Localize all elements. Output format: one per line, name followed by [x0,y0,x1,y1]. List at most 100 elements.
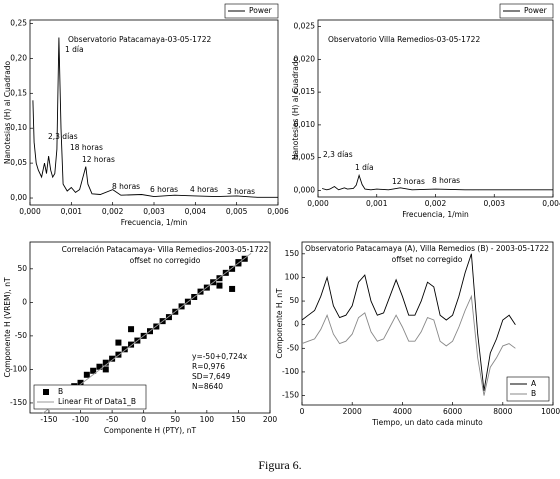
y-axis-label: Componente H (VREM), nT [3,277,12,377]
series-line [301,253,516,391]
x-tick-label: -100 [72,415,89,424]
chart-title: Observatorio Villa Remedios-03-05-1722 [328,35,480,44]
x-tick-label: 0,002 [102,207,124,216]
y-tick-label: 0,020 [294,54,316,63]
annotation: 3 horas [227,187,255,196]
x-tick-label: 200 [263,415,278,424]
plot-frame [301,241,554,406]
x-tick-label: 0,001 [366,199,388,208]
x-tick-label: 0,003 [484,199,506,208]
scatter-point [115,351,122,358]
y-tick-label: 0,010 [294,120,316,129]
y-tick-label: 0,15 [10,88,27,97]
y-tick-label: 50 [289,296,299,305]
scatter-point [235,259,242,266]
x-tick-label: 0,002 [425,199,447,208]
annotation: 1 día [355,163,374,172]
legend-label: Power [249,6,273,15]
annotation: 18 horas [70,143,103,152]
x-tick-label: 0,005 [226,207,248,216]
x-tick-label: 0,004 [542,199,560,208]
x-tick-label: 6000 [443,407,462,416]
legend-label: Power [524,6,548,15]
y-axis-label: Componente H, nT [275,288,284,359]
scatter-point [77,379,84,386]
y-tick-label: 0,25 [10,18,27,27]
annotation: N=8640 [192,382,223,391]
annotation: y=-50+0,724x [192,352,248,361]
y-tick-label: -100 [282,367,299,376]
legend-label: A [531,379,537,388]
legend-label: B [58,387,63,396]
x-tick-label: 0,000 [19,207,41,216]
series-line [321,173,553,191]
y-tick-label: 0,10 [10,123,27,132]
chart-subtitle: offset no corregido [130,256,201,265]
x-tick-label: 8000 [493,407,512,416]
series-line [32,37,278,198]
series-line [301,294,516,396]
scatter-point [229,285,236,292]
x-axis-label: Componente H (PTY), nT [104,426,197,435]
annotation: R=0,976 [192,362,225,371]
scatter-point [165,314,172,321]
y-axis-label: Nanotesias (H) al Cuadrado [3,60,12,164]
scatter-point [109,355,116,362]
y-tick-label: 50 [17,264,27,273]
annotation: 8 horas [112,182,140,191]
y-tick-label: 0,025 [294,22,316,31]
legend-marker [43,389,49,395]
annotation: 2,3 días [323,150,353,159]
scatter-point [96,363,103,370]
annotation: 8 horas [432,176,460,185]
x-tick-label: 0,001 [61,207,83,216]
legend-box [499,3,554,19]
x-axis-label: Tiempo, un dato cada minuto [371,418,483,427]
x-tick-label: -150 [40,415,57,424]
scatter-point [128,341,135,348]
annotation: 2,3 días [48,132,78,141]
y-tick-label: 0 [294,320,299,329]
caption: Figura 6. [258,458,301,472]
chart-subtitle: offset no corregido [392,255,463,264]
y-tick-label: 100 [285,272,300,281]
x-tick-label: 50 [170,415,180,424]
x-axis-label: Frecuencia, 1/min [402,210,469,219]
scatter-point [115,339,122,346]
x-tick-label: 0,000 [307,199,329,208]
scatter-point [128,326,135,333]
scatter-point [229,265,236,272]
x-tick-label: 0,006 [267,207,289,216]
scatter-point [241,255,248,262]
plot-frame [29,241,271,414]
scatter-point [102,359,109,366]
x-tick-label: 10000 [541,407,560,416]
annotation: 12 horas [82,155,115,164]
y-tick-label: -150 [282,391,299,400]
y-tick-label: 150 [285,249,300,258]
y-tick-label: -50 [287,343,299,352]
annotation: 1 día [65,45,84,54]
legend-label: B [531,389,536,398]
annotation: 12 horas [392,177,425,186]
scatter-point [90,367,97,374]
chart-title: Observatorio Patacamaya (A), Villa Remed… [305,244,549,253]
x-axis-label: Frecuencia, 1/min [121,218,188,227]
x-tick-label: 150 [231,415,246,424]
x-tick-label: 0 [300,407,305,416]
x-tick-label: 0,004 [185,207,207,216]
y-tick-label: 0,00 [10,193,27,202]
y-tick-label: 0,20 [10,53,27,62]
annotation: SD=7,649 [192,372,231,381]
y-axis-label: Nanotesias (H) al Cuadrado [291,56,300,160]
annotation: 4 horas [190,185,218,194]
legend-label: Linear Fit of Data1_B [58,397,136,406]
y-tick-label: 0,05 [10,158,27,167]
x-tick-label: -50 [106,415,118,424]
scatter-point [216,282,223,289]
annotation: 6 horas [150,185,178,194]
legend-box [506,376,550,402]
y-tick-label: 0,005 [294,153,316,162]
x-tick-label: 100 [200,415,215,424]
